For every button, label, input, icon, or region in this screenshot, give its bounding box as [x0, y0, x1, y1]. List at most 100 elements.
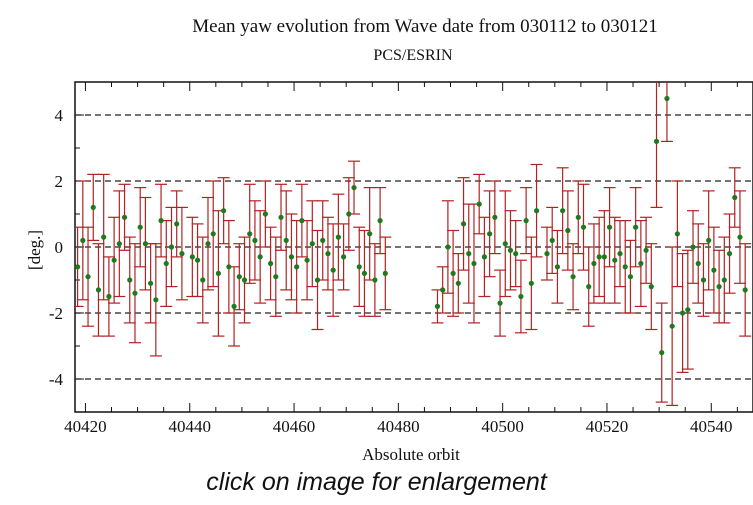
- chart-subtitle: PCS/ESRIN: [373, 47, 453, 64]
- data-point: [367, 231, 373, 237]
- x-tick-label: 40500: [481, 417, 524, 436]
- data-point: [85, 274, 91, 280]
- data-point: [633, 224, 639, 230]
- data-point: [586, 284, 592, 290]
- data-point: [554, 264, 561, 270]
- data-point: [533, 208, 540, 214]
- data-point: [205, 241, 211, 247]
- data-point: [278, 214, 284, 220]
- data-point: [320, 237, 326, 243]
- data-point: [455, 280, 461, 286]
- data-point: [106, 293, 112, 300]
- data-point: [674, 231, 680, 237]
- x-axis-label: Absolute orbit: [362, 445, 460, 464]
- data-point: [127, 277, 133, 283]
- data-point: [309, 241, 315, 247]
- data-point: [716, 284, 722, 290]
- data-point: [200, 277, 206, 283]
- y-tick-label: 0: [55, 238, 64, 257]
- y-tick-label: -4: [49, 370, 64, 389]
- data-point: [627, 274, 634, 280]
- data-point: [487, 231, 493, 237]
- data-point: [252, 237, 258, 243]
- data-series: [75, 82, 752, 406]
- data-point: [304, 257, 310, 263]
- yaw-chart: Mean yaw evolution from Wave date from 0…: [25, 16, 753, 464]
- data-point: [726, 251, 733, 257]
- data-point: [372, 277, 378, 283]
- data-point: [690, 244, 696, 250]
- data-point: [507, 247, 514, 253]
- data-point: [481, 254, 488, 260]
- data-point: [153, 297, 159, 303]
- data-point: [189, 254, 195, 260]
- data-point: [80, 237, 86, 243]
- data-point: [518, 293, 524, 300]
- data-point: [466, 251, 472, 257]
- data-point: [471, 260, 477, 267]
- data-point: [314, 277, 321, 283]
- data-point: [732, 194, 738, 201]
- y-tick-label: 2: [55, 172, 64, 191]
- data-point: [591, 260, 597, 267]
- data-point: [669, 323, 675, 329]
- data-point: [273, 274, 279, 280]
- data-point: [137, 224, 143, 230]
- data-point: [445, 244, 451, 250]
- enlargement-caption[interactable]: click on image for enlargement: [206, 468, 547, 496]
- data-point: [648, 284, 654, 290]
- data-point: [257, 254, 263, 260]
- data-point: [351, 185, 357, 191]
- data-point: [700, 277, 707, 283]
- data-point: [75, 264, 81, 270]
- data-point: [502, 241, 508, 247]
- data-point: [174, 221, 180, 227]
- data-point: [653, 138, 660, 144]
- data-point: [132, 290, 138, 296]
- data-point: [596, 254, 602, 260]
- data-point: [476, 201, 482, 207]
- data-point: [168, 244, 175, 250]
- data-point: [121, 214, 128, 220]
- data-point: [111, 257, 117, 263]
- chart-title: Mean yaw evolution from Wave date from 0…: [192, 16, 657, 37]
- data-point: [226, 264, 232, 270]
- x-tick-label: 40480: [377, 417, 420, 436]
- data-point: [497, 300, 503, 306]
- data-point: [95, 287, 102, 293]
- data-point: [706, 237, 712, 243]
- y-axis-label: [deg.]: [25, 230, 44, 270]
- data-point: [90, 204, 96, 210]
- data-point: [606, 224, 613, 230]
- data-point: [148, 280, 154, 286]
- data-point: [685, 307, 691, 313]
- data-point: [711, 267, 717, 273]
- data-point: [283, 237, 289, 243]
- data-point: [638, 260, 644, 267]
- data-point: [179, 251, 185, 257]
- data-point: [544, 251, 550, 257]
- x-tick-label: 40460: [273, 417, 316, 436]
- y-tick-label: 4: [55, 106, 64, 125]
- data-point: [294, 264, 300, 270]
- data-point: [116, 241, 122, 247]
- data-point: [247, 231, 253, 237]
- x-tick-label: 40420: [64, 417, 107, 436]
- data-point: [570, 274, 576, 280]
- data-point: [513, 251, 519, 257]
- data-point: [288, 254, 295, 260]
- data-point: [622, 264, 628, 270]
- x-tick-label: 40540: [690, 417, 733, 436]
- data-point: [325, 251, 331, 257]
- data-point: [330, 267, 336, 273]
- data-point: [721, 277, 727, 283]
- data-point: [221, 208, 227, 214]
- data-point: [241, 277, 248, 283]
- data-point: [377, 218, 383, 224]
- data-point: [267, 260, 274, 267]
- data-point: [601, 254, 607, 260]
- y-tick-label: -2: [49, 304, 63, 323]
- data-point: [434, 303, 441, 309]
- data-point: [356, 264, 362, 270]
- data-point: [528, 280, 534, 286]
